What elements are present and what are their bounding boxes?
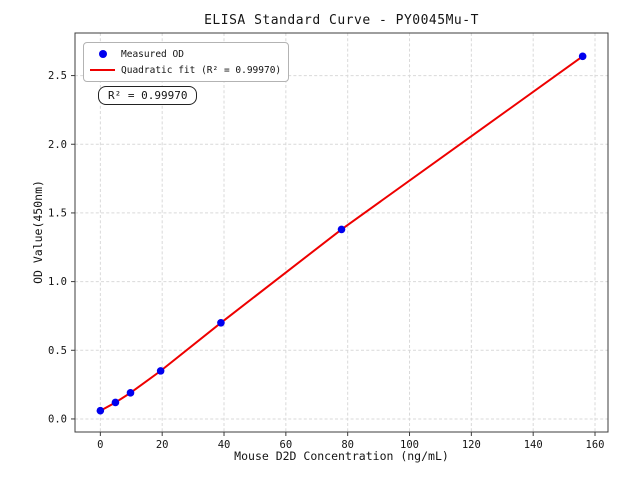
- y-tick-label: 2.5: [48, 70, 67, 82]
- r-squared-annotation: R² = 0.99970: [98, 86, 198, 105]
- x-tick-label: 60: [280, 439, 293, 451]
- data-point: [156, 367, 165, 375]
- y-axis-label: OD Value(450nm): [31, 180, 45, 284]
- legend-item-quadratic-fit: Quadratic fit (R² = 0.99970): [84, 62, 281, 78]
- quadratic-fit-line: [99, 55, 584, 412]
- legend: Measured OD Quadratic fit (R² = 0.99970): [83, 42, 290, 82]
- y-tick-label: 0.0: [48, 413, 67, 425]
- x-tick-label: 160: [586, 439, 605, 451]
- y-tick-label: 2.0: [48, 139, 67, 151]
- data-point: [578, 52, 587, 61]
- legend-item-measured-od: Measured OD: [84, 46, 281, 62]
- legend-label: Quadratic fit (R² = 0.99970): [121, 64, 282, 76]
- x-tick-label: 100: [400, 439, 419, 451]
- data-point: [217, 319, 225, 327]
- chart-title: ELISA Standard Curve - PY0045Mu-T: [204, 13, 479, 28]
- legend-marker-dot-icon: [98, 50, 107, 58]
- y-tick-label: 1.0: [48, 276, 67, 288]
- data-point: [96, 406, 105, 415]
- x-tick-label: 80: [341, 439, 354, 451]
- x-tick-label: 120: [462, 439, 481, 451]
- x-tick-label: 20: [156, 439, 169, 451]
- x-axis-label: Mouse D2D Concentration (ng/mL): [234, 449, 449, 463]
- legend-marker-line-icon: [90, 69, 115, 71]
- plot-frame: [74, 32, 609, 433]
- x-tick-label: 0: [97, 439, 103, 451]
- y-tick-label: 0.5: [48, 345, 67, 357]
- data-point: [337, 225, 346, 234]
- legend-label: Measured OD: [121, 48, 184, 60]
- data-point: [111, 398, 120, 407]
- x-tick-label: 40: [218, 439, 231, 451]
- data-point: [126, 389, 135, 397]
- y-tick-label: 1.5: [48, 207, 67, 219]
- x-tick-label: 140: [524, 439, 543, 451]
